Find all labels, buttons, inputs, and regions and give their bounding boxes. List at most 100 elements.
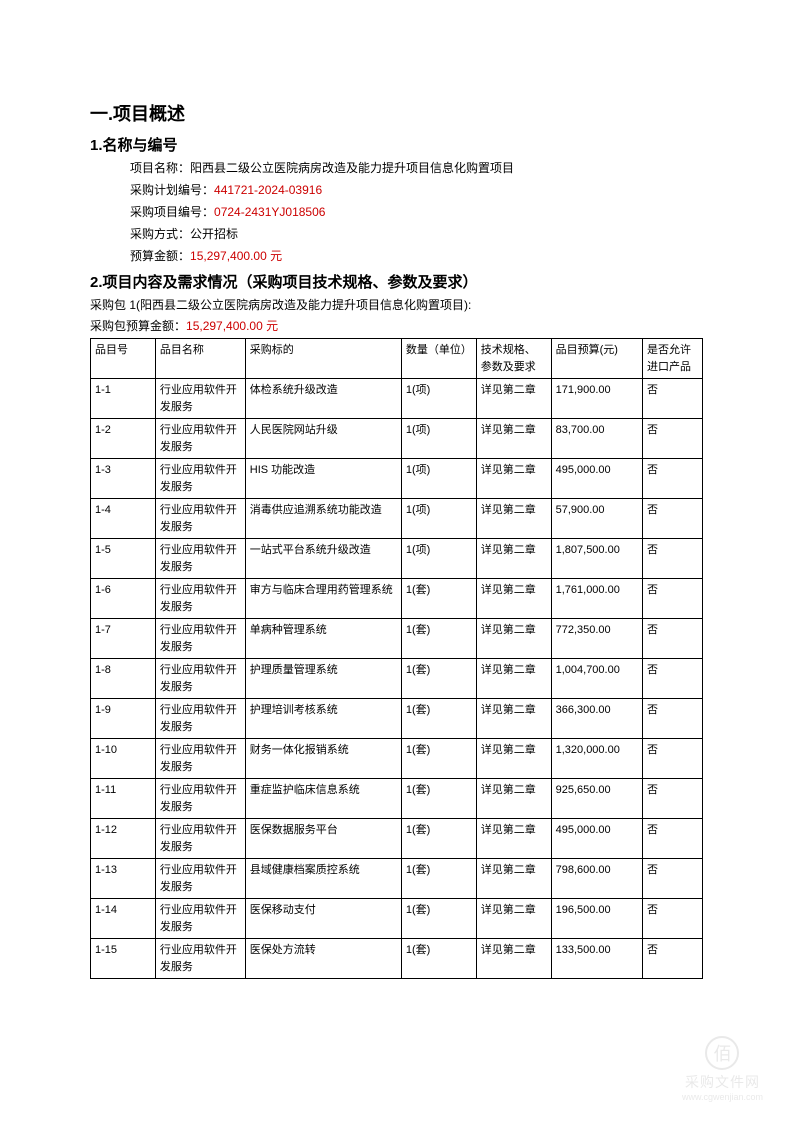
cell-id: 1-12: [91, 819, 156, 859]
col-header-id: 品目号: [91, 339, 156, 379]
meta-value: 15,297,400.00 元: [190, 249, 282, 263]
cell-target: 护理质量管理系统: [245, 659, 401, 699]
cell-qty: 1(套): [401, 859, 476, 899]
col-header-name: 品目名称: [155, 339, 245, 379]
cell-spec: 详见第二章: [476, 619, 551, 659]
meta-line-project-number: 采购项目编号：0724-2431YJ018506: [90, 203, 703, 221]
cell-budget: 495,000.00: [551, 459, 642, 499]
cell-budget: 925,650.00: [551, 779, 642, 819]
meta-line-project-name: 项目名称：阳西县二级公立医院病房改造及能力提升项目信息化购置项目: [90, 159, 703, 177]
cell-budget: 83,700.00: [551, 419, 642, 459]
package-budget: 采购包预算金额：15,297,400.00 元: [90, 317, 703, 334]
cell-name: 行业应用软件开发服务: [155, 699, 245, 739]
cell-id: 1-9: [91, 699, 156, 739]
cell-id: 1-13: [91, 859, 156, 899]
cell-spec: 详见第二章: [476, 659, 551, 699]
cell-name: 行业应用软件开发服务: [155, 579, 245, 619]
cell-name: 行业应用软件开发服务: [155, 899, 245, 939]
cell-budget: 57,900.00: [551, 499, 642, 539]
watermark-text: 采购文件网: [682, 1072, 763, 1092]
meta-line-budget: 预算金额：15,297,400.00 元: [90, 247, 703, 265]
cell-name: 行业应用软件开发服务: [155, 819, 245, 859]
cell-spec: 详见第二章: [476, 779, 551, 819]
cell-import: 否: [643, 739, 703, 779]
package-budget-label: 采购包预算金额：: [90, 319, 186, 333]
cell-target: 消毒供应追溯系统功能改造: [245, 499, 401, 539]
cell-budget: 1,320,000.00: [551, 739, 642, 779]
cell-spec: 详见第二章: [476, 859, 551, 899]
cell-name: 行业应用软件开发服务: [155, 779, 245, 819]
cell-id: 1-15: [91, 939, 156, 979]
cell-qty: 1(项): [401, 459, 476, 499]
table-row: 1-14行业应用软件开发服务医保移动支付1(套)详见第二章196,500.00否: [91, 899, 703, 939]
cell-spec: 详见第二章: [476, 379, 551, 419]
table-row: 1-5行业应用软件开发服务一站式平台系统升级改造1(项)详见第二章1,807,5…: [91, 539, 703, 579]
cell-name: 行业应用软件开发服务: [155, 939, 245, 979]
cell-qty: 1(套): [401, 739, 476, 779]
cell-qty: 1(套): [401, 619, 476, 659]
cell-spec: 详见第二章: [476, 419, 551, 459]
cell-name: 行业应用软件开发服务: [155, 739, 245, 779]
cell-id: 1-8: [91, 659, 156, 699]
cell-budget: 1,761,000.00: [551, 579, 642, 619]
cell-spec: 详见第二章: [476, 899, 551, 939]
subsection-heading-content: 2.项目内容及需求情况（采购项目技术规格、参数及要求）: [90, 271, 703, 292]
meta-line-plan-number: 采购计划编号：441721-2024-03916: [90, 181, 703, 199]
package-description: 采购包 1(阳西县二级公立医院病房改造及能力提升项目信息化购置项目):: [90, 296, 703, 313]
table-row: 1-8行业应用软件开发服务护理质量管理系统1(套)详见第二章1,004,700.…: [91, 659, 703, 699]
cell-id: 1-2: [91, 419, 156, 459]
cell-import: 否: [643, 659, 703, 699]
cell-qty: 1(套): [401, 579, 476, 619]
meta-label: 采购方式：: [130, 227, 190, 241]
meta-value: 公开招标: [190, 227, 238, 241]
items-table: 品目号 品目名称 采购标的 数量（单位） 技术规格、参数及要求 品目预算(元) …: [90, 338, 703, 979]
cell-target: 护理培训考核系统: [245, 699, 401, 739]
cell-target: 医保数据服务平台: [245, 819, 401, 859]
col-header-target: 采购标的: [245, 339, 401, 379]
cell-import: 否: [643, 819, 703, 859]
cell-id: 1-1: [91, 379, 156, 419]
col-header-import: 是否允许进口产品: [643, 339, 703, 379]
cell-spec: 详见第二章: [476, 499, 551, 539]
col-header-spec: 技术规格、参数及要求: [476, 339, 551, 379]
table-row: 1-15行业应用软件开发服务医保处方流转1(套)详见第二章133,500.00否: [91, 939, 703, 979]
table-row: 1-4行业应用软件开发服务消毒供应追溯系统功能改造1(项)详见第二章57,900…: [91, 499, 703, 539]
cell-import: 否: [643, 419, 703, 459]
cell-import: 否: [643, 899, 703, 939]
meta-value: 0724-2431YJ018506: [214, 205, 325, 219]
cell-spec: 详见第二章: [476, 739, 551, 779]
cell-budget: 196,500.00: [551, 899, 642, 939]
table-row: 1-6行业应用软件开发服务审方与临床合理用药管理系统1(套)详见第二章1,761…: [91, 579, 703, 619]
table-row: 1-3行业应用软件开发服务HIS 功能改造1(项)详见第二章495,000.00…: [91, 459, 703, 499]
cell-spec: 详见第二章: [476, 539, 551, 579]
cell-target: 体检系统升级改造: [245, 379, 401, 419]
meta-value: 441721-2024-03916: [214, 183, 322, 197]
table-row: 1-10行业应用软件开发服务财务一体化报销系统1(套)详见第二章1,320,00…: [91, 739, 703, 779]
cell-target: 人民医院网站升级: [245, 419, 401, 459]
meta-label: 采购计划编号：: [130, 183, 214, 197]
table-row: 1-13行业应用软件开发服务县域健康档案质控系统1(套)详见第二章798,600…: [91, 859, 703, 899]
col-header-qty: 数量（单位）: [401, 339, 476, 379]
watermark: 佰 采购文件网 www.cgwenjian.com: [682, 1036, 763, 1102]
cell-name: 行业应用软件开发服务: [155, 499, 245, 539]
subsection-heading-name-number: 1.名称与编号: [90, 134, 703, 155]
cell-qty: 1(套): [401, 779, 476, 819]
cell-budget: 495,000.00: [551, 819, 642, 859]
table-row: 1-1行业应用软件开发服务体检系统升级改造1(项)详见第二章171,900.00…: [91, 379, 703, 419]
cell-target: HIS 功能改造: [245, 459, 401, 499]
cell-qty: 1(项): [401, 419, 476, 459]
cell-import: 否: [643, 779, 703, 819]
cell-qty: 1(项): [401, 499, 476, 539]
col-header-budget: 品目预算(元): [551, 339, 642, 379]
cell-import: 否: [643, 459, 703, 499]
cell-qty: 1(套): [401, 819, 476, 859]
cell-name: 行业应用软件开发服务: [155, 419, 245, 459]
cell-target: 单病种管理系统: [245, 619, 401, 659]
cell-spec: 详见第二章: [476, 699, 551, 739]
cell-qty: 1(套): [401, 659, 476, 699]
meta-label: 项目名称：: [130, 161, 190, 175]
cell-budget: 1,807,500.00: [551, 539, 642, 579]
cell-id: 1-7: [91, 619, 156, 659]
cell-import: 否: [643, 579, 703, 619]
cell-budget: 1,004,700.00: [551, 659, 642, 699]
